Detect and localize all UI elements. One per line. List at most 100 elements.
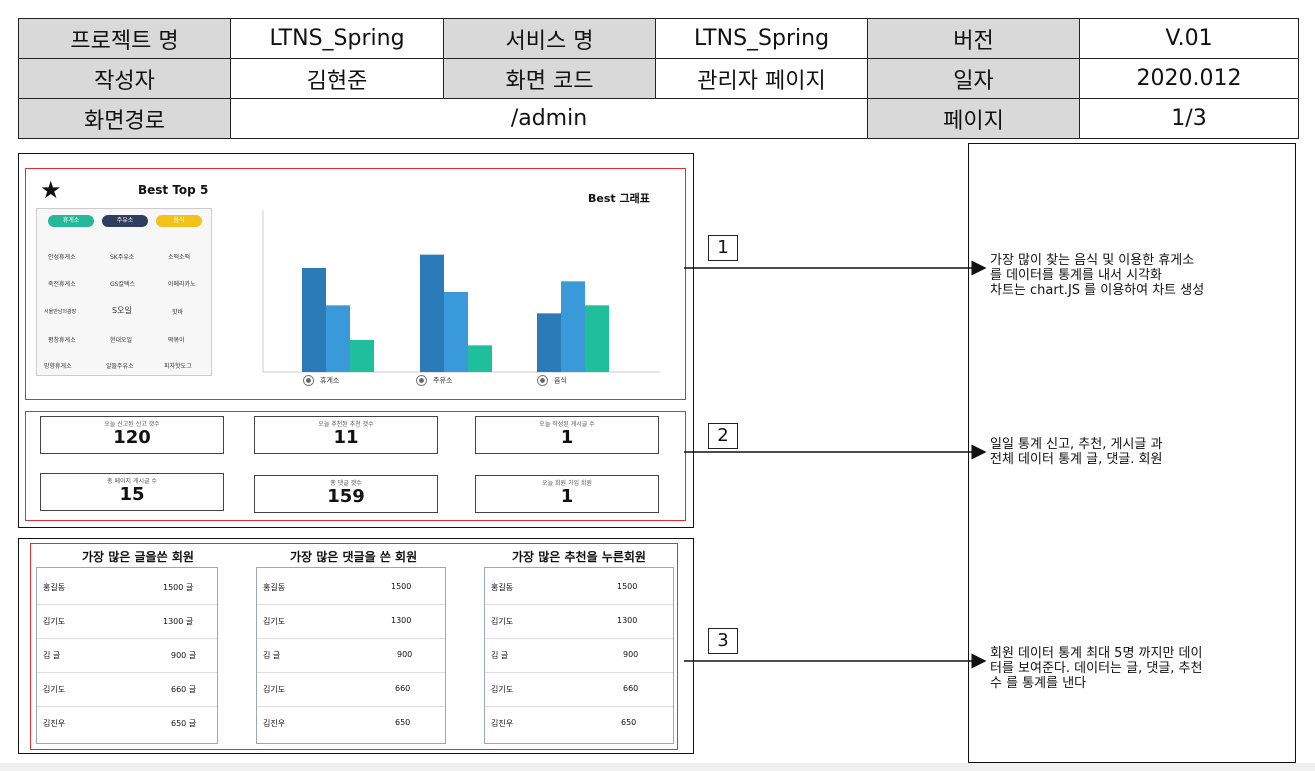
top5-list-panel: [36, 208, 212, 376]
value-service-name: LTNS_Spring: [655, 18, 868, 59]
bar-주유소-0: [420, 254, 444, 372]
pill-rest-area[interactable]: 휴게소: [48, 215, 94, 227]
stat-label: 총 페이지 게시글 수: [107, 478, 157, 485]
rank-row: 홍길동 1500: [257, 570, 445, 605]
top5-cell: 죽전휴게소: [48, 281, 76, 288]
rank-row: 김기도 660: [257, 672, 445, 707]
callout-description-2: 일일 통계 신고, 추천, 게시글 과 전체 데이터 통계 글, 댓글. 회원: [990, 437, 1163, 467]
bar-주유소-1: [444, 292, 468, 372]
rank-row: 김 글 900 글: [37, 638, 217, 673]
top5-cell: 안성휴게소: [48, 254, 76, 261]
rank-panel-posts: 홍길동 1500 글 김기도 1300 글 김 글 900 글 김기도 660 글 김진…: [36, 567, 218, 744]
bar-음식-2: [585, 305, 609, 372]
top5-cell: 피자핫도그: [164, 363, 192, 370]
callout-number-1: 1: [708, 235, 738, 261]
label-date: 일자: [867, 58, 1080, 99]
star-icon: ★: [40, 176, 62, 204]
stat-value: 159: [327, 486, 365, 507]
rank-panel-comments: 홍길동 1500 김기도 1300 김 글 900 김기도 660 김진우 650: [256, 567, 446, 744]
rank-row: 김진우 650: [491, 718, 637, 728]
label-version: 버전: [867, 18, 1080, 59]
rank-row: 김기도 1300: [257, 604, 445, 639]
stat-label: 오늘 추천된 추천 갯수: [318, 421, 374, 428]
best-top5-title: Best Top 5: [138, 183, 209, 197]
label-screen-code: 화면 코드: [443, 58, 656, 99]
stat-card: 오늘 회원 가입 회원 1: [475, 475, 659, 513]
callout-number-2: 2: [708, 423, 738, 449]
stat-label: 총 댓글 갯수: [330, 480, 362, 487]
stat-value: 15: [119, 484, 145, 505]
top5-cell: 평창휴게소: [48, 337, 76, 344]
section-1-box: [25, 168, 686, 400]
top5-cell: 현대오일: [110, 337, 133, 344]
value-author: 김현준: [230, 58, 444, 99]
label-page: 페이지: [867, 98, 1080, 139]
bar-휴게소-2: [350, 340, 374, 372]
value-date: 2020.012: [1079, 58, 1299, 99]
bottom-strip: [0, 763, 1315, 771]
label-project-name: 프로젝트 명: [18, 18, 231, 59]
bar-음식-1: [561, 281, 585, 372]
stat-label: 오늘 회원 가입 회원: [542, 480, 592, 487]
stat-card: 오늘 신고된 신고 갯수 120: [40, 416, 224, 454]
document-header-table: 프로젝트 명 LTNS_Spring 서비스 명 LTNS_Spring 버전 …: [18, 18, 1299, 139]
best-bar-chart: [262, 210, 660, 373]
stat-value: 11: [333, 427, 359, 448]
top5-cell: 알뜰주유소: [106, 363, 134, 370]
bar-주유소-2: [468, 345, 492, 372]
callout-description-1: 가장 많이 찾는 음식 및 이용한 휴게소 를 데이터를 통계를 내서 시각화 …: [990, 253, 1205, 298]
top5-cell: 핫바: [172, 309, 184, 316]
rank-title-comments: 가장 많은 댓글을 쓴 회원: [290, 550, 418, 564]
rank-row: 김진우 650: [263, 718, 411, 728]
stat-card: 오늘 작성된 게시글 수 1: [475, 416, 659, 454]
pill-gas-station[interactable]: 주유소: [102, 215, 148, 227]
rank-row: 김기도 1300: [485, 604, 673, 639]
top5-cell: SK주유소: [110, 254, 135, 261]
value-screen-code: 관리자 페이지: [655, 58, 868, 99]
bar-음식-0: [537, 313, 561, 372]
pill-food[interactable]: 음식: [156, 215, 202, 227]
rank-row: 홍길동 1500 글: [37, 570, 217, 605]
rank-row: 김기도 660 글: [37, 672, 217, 707]
callout-description-3: 회원 데이터 통계 최대 5명 까지만 데이 터를 보여준다. 데이터는 글, …: [990, 646, 1203, 691]
radio-icon: [303, 375, 314, 386]
top5-cell: GS칼텍스: [110, 281, 136, 288]
top5-cell: 떡볶이: [168, 337, 185, 344]
bar-휴게소-0: [302, 268, 326, 372]
stat-label: 오늘 작성된 게시글 수: [539, 421, 595, 428]
section-2-box: [25, 411, 686, 521]
stat-label: 오늘 신고된 신고 갯수: [104, 421, 160, 428]
label-screen-path: 화면경로: [18, 98, 231, 139]
top5-cell: S오일: [112, 306, 132, 315]
top5-cell: 서울만남의광장: [44, 309, 77, 315]
stat-card: 총 댓글 갯수 159: [254, 475, 438, 513]
rank-row: 김기도 1300 글: [37, 604, 217, 639]
stat-value: 1: [560, 486, 574, 507]
rank-title-recommends: 가장 많은 추천을 누른회원: [512, 550, 646, 564]
section-3-box: [30, 543, 678, 750]
label-author: 작성자: [18, 58, 231, 99]
rank-row: 김 글 900: [257, 638, 445, 673]
rank-row: 김기도 660: [485, 672, 673, 707]
bar-휴게소-1: [326, 305, 350, 372]
radio-icon: [416, 375, 427, 386]
callout-number-3: 3: [708, 628, 738, 654]
best-graph-title: Best 그래표: [588, 192, 650, 205]
value-page: 1/3: [1079, 98, 1299, 139]
value-project-name: LTNS_Spring: [230, 18, 444, 59]
legend-item-gas-station[interactable]: 주유소: [416, 375, 452, 386]
rank-row: 김진우 650 글: [43, 719, 197, 728]
value-version: V.01: [1079, 18, 1299, 59]
rank-title-posts: 가장 많은 글을쓴 회원: [82, 550, 194, 564]
label-service-name: 서비스 명: [443, 18, 656, 59]
legend-item-rest-area[interactable]: 휴게소: [303, 375, 339, 386]
stat-value: 120: [113, 427, 151, 448]
value-screen-path: /admin: [230, 98, 868, 139]
legend-item-food[interactable]: 음식: [537, 375, 567, 386]
top5-cell: 소떡소떡: [168, 254, 191, 261]
stat-card: 총 페이지 게시글 수 15: [40, 473, 224, 511]
top5-cell: 망향휴게소: [44, 363, 72, 370]
radio-icon: [537, 375, 548, 386]
stat-card: 오늘 추천된 추천 갯수 11: [254, 416, 438, 454]
rank-row: 홍길동 1500: [485, 570, 673, 605]
